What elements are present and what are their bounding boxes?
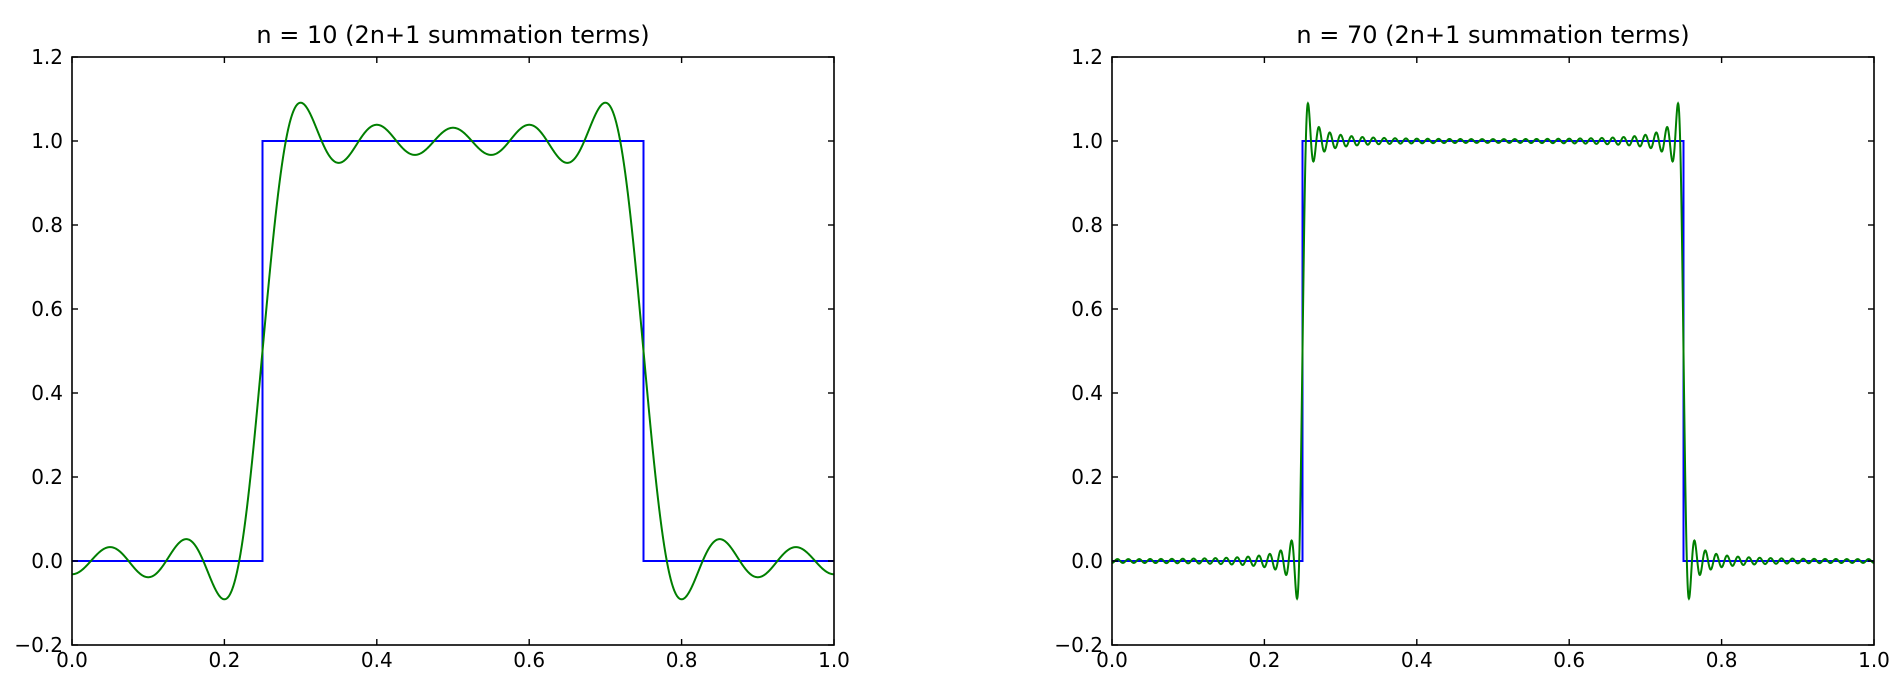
y-tick-label: 0.2 <box>1071 465 1103 489</box>
fourier-sum-line-0 <box>72 101 834 601</box>
x-tick-label: 0.8 <box>1705 648 1738 672</box>
x-tick-label: 1.0 <box>818 648 850 672</box>
y-tick-label: −0.2 <box>14 633 63 657</box>
y-tick-label: 1.2 <box>1071 45 1103 69</box>
y-tick-label: 0.0 <box>1071 549 1103 573</box>
left-plot-title: n = 10 (2n+1 summation terms) <box>256 21 650 49</box>
x-tick-label: 0.2 <box>1248 648 1281 672</box>
right-plot-title: n = 70 (2n+1 summation terms) <box>1296 21 1690 49</box>
y-tick-label: 1.2 <box>31 45 63 69</box>
x-tick-label: 0.4 <box>1400 648 1433 672</box>
y-tick-label: 0.8 <box>31 213 63 237</box>
y-tick-label: 0.2 <box>31 465 63 489</box>
square-wave-line-0 <box>72 140 834 562</box>
y-tick-label: 0.4 <box>31 381 63 405</box>
x-tick-label: 1.0 <box>1858 648 1890 672</box>
y-tick-label: 0.6 <box>31 297 63 321</box>
y-tick-label: 0.0 <box>31 549 63 573</box>
x-tick-label: 0.2 <box>208 648 241 672</box>
y-tick-label: −0.2 <box>1054 633 1103 657</box>
y-tick-label: 0.6 <box>1071 297 1103 321</box>
y-tick-label: 0.4 <box>1071 381 1103 405</box>
x-tick-label: 0.0 <box>1096 648 1128 672</box>
x-tick-label: 0.0 <box>56 648 88 672</box>
x-tick-label: 0.8 <box>665 648 698 672</box>
x-tick-label: 0.6 <box>513 648 546 672</box>
y-tick-label: 0.8 <box>1071 213 1103 237</box>
y-tick-label: 1.0 <box>31 129 63 153</box>
x-tick-label: 0.6 <box>1553 648 1586 672</box>
y-tick-label: 1.0 <box>1071 129 1103 153</box>
x-tick-label: 0.4 <box>360 648 393 672</box>
axes-box-1 <box>1111 56 1875 646</box>
square-wave-line-1 <box>1112 140 1874 562</box>
axes-box-0 <box>71 56 835 646</box>
fourier-sum-line-1 <box>1111 101 1875 601</box>
